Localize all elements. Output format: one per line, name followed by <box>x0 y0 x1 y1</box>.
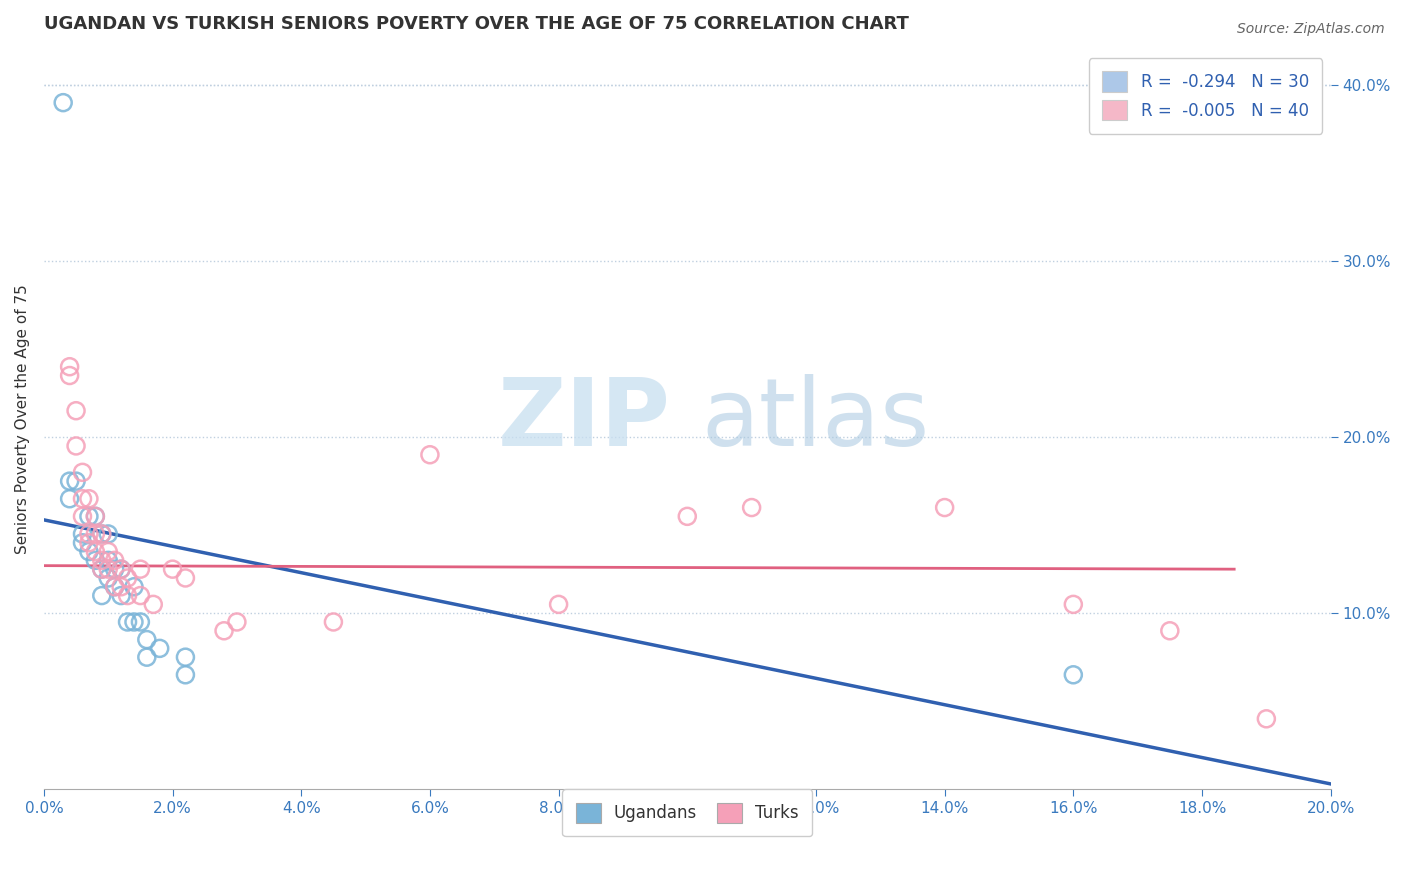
Point <box>225 615 247 629</box>
Point <box>104 580 127 594</box>
Point <box>104 553 127 567</box>
Point <box>174 667 197 681</box>
Point <box>149 641 172 656</box>
Point <box>97 544 120 558</box>
Point <box>97 527 120 541</box>
Point <box>129 615 152 629</box>
Point <box>122 615 145 629</box>
Point <box>90 562 112 576</box>
Point <box>162 562 184 576</box>
Point <box>72 527 94 541</box>
Point <box>77 509 100 524</box>
Point <box>90 527 112 541</box>
Point <box>110 562 132 576</box>
Point <box>65 403 87 417</box>
Point <box>77 491 100 506</box>
Point <box>117 589 139 603</box>
Text: ZIP: ZIP <box>498 374 671 466</box>
Point <box>84 509 107 524</box>
Point <box>59 368 82 383</box>
Point <box>174 571 197 585</box>
Point <box>65 439 87 453</box>
Point <box>84 553 107 567</box>
Point <box>117 615 139 629</box>
Point <box>117 571 139 585</box>
Point <box>135 650 157 665</box>
Point <box>97 571 120 585</box>
Point <box>59 474 82 488</box>
Point <box>1256 712 1278 726</box>
Point <box>129 589 152 603</box>
Legend: Ugandans, Turks: Ugandans, Turks <box>562 789 813 837</box>
Point <box>547 598 569 612</box>
Text: Source: ZipAtlas.com: Source: ZipAtlas.com <box>1237 22 1385 37</box>
Point <box>135 632 157 647</box>
Point <box>77 544 100 558</box>
Point <box>97 553 120 567</box>
Point <box>90 589 112 603</box>
Point <box>90 562 112 576</box>
Text: UGANDAN VS TURKISH SENIORS POVERTY OVER THE AGE OF 75 CORRELATION CHART: UGANDAN VS TURKISH SENIORS POVERTY OVER … <box>44 15 908 33</box>
Point <box>84 544 107 558</box>
Point <box>174 650 197 665</box>
Point <box>77 535 100 549</box>
Point <box>1159 624 1181 638</box>
Point <box>129 562 152 576</box>
Point <box>110 562 132 576</box>
Point <box>1062 598 1084 612</box>
Point <box>934 500 956 515</box>
Y-axis label: Seniors Poverty Over the Age of 75: Seniors Poverty Over the Age of 75 <box>15 285 30 555</box>
Point <box>72 466 94 480</box>
Point <box>142 598 165 612</box>
Point <box>419 448 441 462</box>
Point <box>72 491 94 506</box>
Point <box>72 509 94 524</box>
Point <box>741 500 763 515</box>
Point <box>65 474 87 488</box>
Point <box>77 527 100 541</box>
Point <box>110 589 132 603</box>
Point <box>59 491 82 506</box>
Point <box>110 580 132 594</box>
Text: atlas: atlas <box>702 374 931 466</box>
Point <box>322 615 344 629</box>
Point <box>97 562 120 576</box>
Point <box>52 95 75 110</box>
Point <box>212 624 235 638</box>
Point <box>90 553 112 567</box>
Point <box>122 580 145 594</box>
Point <box>84 509 107 524</box>
Point <box>104 562 127 576</box>
Point <box>84 527 107 541</box>
Point <box>1062 667 1084 681</box>
Point <box>72 535 94 549</box>
Point <box>676 509 699 524</box>
Point <box>104 580 127 594</box>
Point <box>90 527 112 541</box>
Point <box>59 359 82 374</box>
